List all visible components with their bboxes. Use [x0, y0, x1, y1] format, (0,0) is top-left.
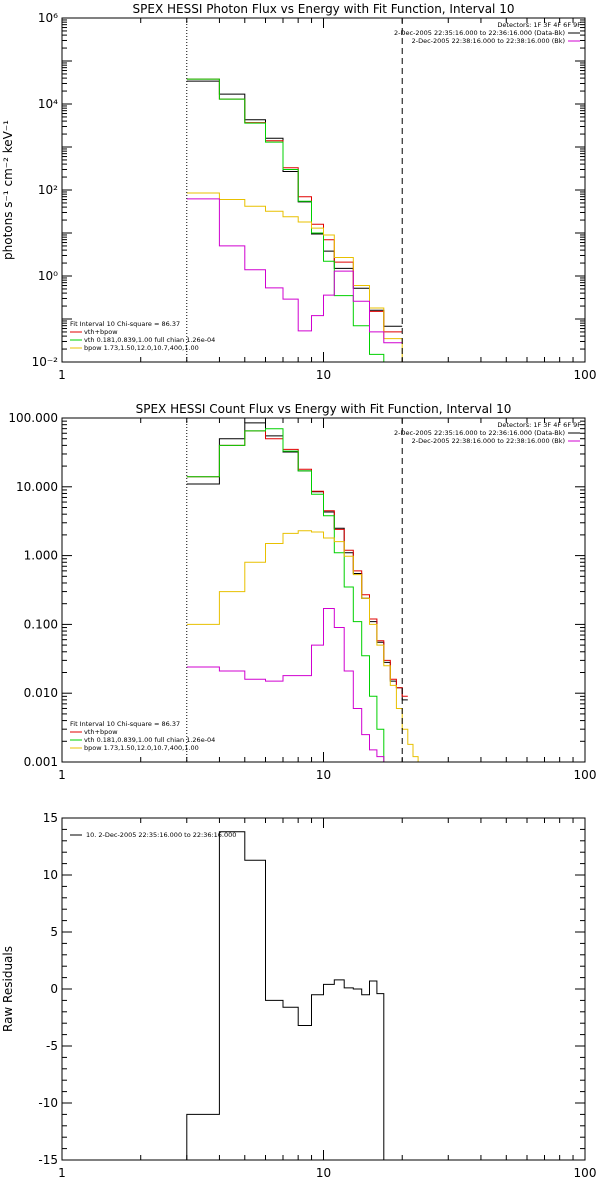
legend-interval-label: 2-Dec-2005 22:35:16.000 to 22:36:16.000 … [394, 429, 565, 437]
y-tick-label: 10 [43, 868, 58, 882]
x-tick-label: 1 [58, 1166, 66, 1180]
series-line-bpow [186, 530, 428, 762]
y-tick-label: 10⁰ [38, 269, 58, 283]
x-tick-label: 10 [316, 768, 331, 782]
series-line-10-2-dec-2005-22-35-16-000-to-22-36-16-000 [186, 831, 385, 1160]
series-group [186, 78, 428, 362]
y-tick-label: 10⁴ [38, 97, 58, 111]
y-tick-label: 10² [38, 183, 58, 197]
x-tick-label: 100 [574, 1166, 597, 1180]
fit-legend-label: vth 0.181,0.839,1.00 full chian 1.26e-04 [84, 336, 215, 344]
y-axis-label: Raw Residuals [1, 946, 15, 1032]
chart-title: SPEX HESSI Photon Flux vs Energy with Fi… [133, 2, 515, 16]
fit-legend-header: Fit Interval 10 Chi-square = 86.37 [70, 720, 180, 728]
legend-interval-label: 2-Dec-2005 22:38:16.000 to 22:38:16.000 … [412, 437, 565, 445]
fit-legend-label: bpow 1.73,1.50,12.0,10.7,400,1.00 [84, 344, 199, 352]
fit-legend-label: bpow 1.73,1.50,12.0,10.7,400,1.00 [84, 744, 199, 752]
plot-frame [61, 417, 586, 763]
y-tick-label: 10.000 [16, 480, 58, 494]
chart-title: SPEX HESSI Count Flux vs Energy with Fit… [136, 402, 512, 416]
residual-legend-label: 10. 2-Dec-2005 22:35:16.000 to 22:36:16.… [86, 831, 236, 839]
y-axis-label: photons s⁻¹ cm⁻² keV⁻¹ [1, 120, 15, 260]
series-line-bpow [186, 192, 428, 362]
series-group [186, 422, 428, 762]
series-line-data-bk [186, 422, 408, 701]
x-tick-label: 10 [316, 368, 331, 382]
y-tick-label: 0.100 [24, 617, 58, 631]
y-tick-label: 1.000 [24, 549, 58, 563]
y-tick-label: -10 [38, 1096, 58, 1110]
fit-legend-label: vth+bpow [84, 328, 118, 336]
chart-panel-2: SPEX HESSI Count Flux vs Energy with Fit… [8, 402, 596, 782]
series-line-vth [186, 428, 408, 762]
y-tick-label: 5 [50, 925, 58, 939]
legend-interval-label: 2-Dec-2005 22:38:16.000 to 22:38:16.000 … [412, 37, 565, 45]
detectors-label: Detectors: 1F 3F 4F 6F 9F [497, 421, 581, 429]
x-tick-label: 100 [574, 368, 597, 382]
fit-legend-header: Fit Interval 10 Chi-square = 86.37 [70, 320, 180, 328]
series-line-vth-bpow [186, 430, 408, 697]
fit-legend-label: vth 0.181,0.839,1.00 full chian 1.26e-04 [84, 736, 215, 744]
y-tick-label: 10⁻² [32, 355, 59, 369]
y-tick-label: 15 [43, 811, 58, 825]
legend-interval-label: 2-Dec-2005 22:35:16.000 to 22:36:16.000 … [394, 29, 565, 37]
y-tick-label: -5 [46, 1039, 58, 1053]
x-tick-label: 100 [574, 768, 597, 782]
y-tick-label: 100.000 [8, 411, 58, 425]
x-tick-label: 10 [316, 1166, 331, 1180]
chart-panel-1: SPEX HESSI Photon Flux vs Energy with Fi… [1, 2, 596, 382]
y-tick-label: 0.010 [24, 686, 58, 700]
y-tick-label: 0 [50, 982, 58, 996]
detectors-label: Detectors: 1F 3F 4F 6F 9F [497, 21, 581, 29]
series-line-vth [186, 78, 403, 362]
series-line-bk [186, 198, 403, 344]
y-tick-label: 0.001 [24, 755, 58, 769]
chart-panel-3: Raw Residuals 1 10 100 -15 -10 -5 0 5 10 15 10. 2-D… [1, 811, 596, 1180]
x-tick-label: 1 [58, 368, 66, 382]
fit-legend-label: vth+bpow [84, 728, 118, 736]
y-tick-label: -15 [38, 1153, 58, 1167]
x-tick-label: 1 [58, 768, 66, 782]
y-tick-label: 10⁶ [38, 11, 58, 25]
series-group [186, 831, 385, 1160]
series-line-bk [186, 608, 408, 762]
